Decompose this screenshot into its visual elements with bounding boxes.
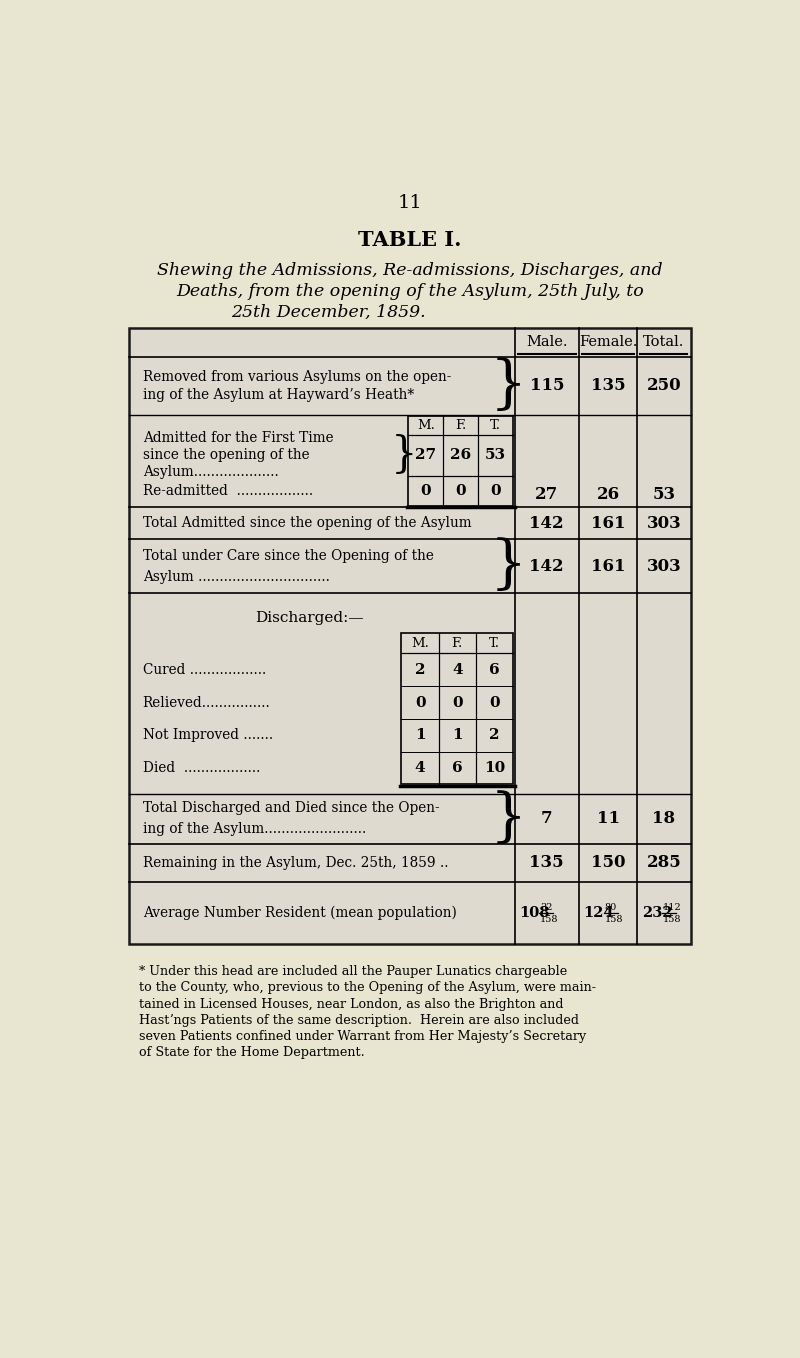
Text: Shewing the Admissions, Re-admissions, Discharges, and: Shewing the Admissions, Re-admissions, D… <box>157 262 663 280</box>
Text: Total under Care since the Opening of the: Total under Care since the Opening of th… <box>142 549 434 562</box>
Text: 1: 1 <box>414 728 426 743</box>
Text: 11: 11 <box>597 811 619 827</box>
Text: 0: 0 <box>421 483 431 498</box>
Bar <box>409 417 513 505</box>
Text: 2: 2 <box>490 728 500 743</box>
Text: T.: T. <box>489 637 500 650</box>
Text: T.: T. <box>490 420 501 432</box>
Text: F.: F. <box>452 637 463 650</box>
Text: 158: 158 <box>662 914 681 923</box>
Text: Discharged:—: Discharged:— <box>255 611 363 625</box>
Text: 53: 53 <box>485 448 506 462</box>
Text: 4: 4 <box>452 663 462 676</box>
Text: 142: 142 <box>530 515 564 532</box>
Text: 158: 158 <box>605 914 623 923</box>
Text: 115: 115 <box>530 378 564 394</box>
Text: Total.: Total. <box>643 335 685 349</box>
Text: 135: 135 <box>530 854 564 872</box>
Text: 18: 18 <box>652 811 675 827</box>
Text: 285: 285 <box>646 854 681 872</box>
Text: 135: 135 <box>590 378 626 394</box>
Text: 158: 158 <box>540 914 558 923</box>
Text: 6: 6 <box>452 760 462 775</box>
Text: 4: 4 <box>414 760 426 775</box>
Text: Total Discharged and Died since the Open-: Total Discharged and Died since the Open… <box>142 801 439 815</box>
Text: 27: 27 <box>415 448 437 462</box>
Text: 142: 142 <box>530 558 564 574</box>
Text: Hastʼngs Patients of the same description.  Herein are also included: Hastʼngs Patients of the same descriptio… <box>138 1014 578 1027</box>
Text: Died  ..................: Died .................. <box>142 760 260 775</box>
Text: Female.: Female. <box>579 335 638 349</box>
Text: * Under this head are included all the Pauper Lunatics chargeable: * Under this head are included all the P… <box>138 966 567 978</box>
Text: }: } <box>490 538 527 595</box>
Text: Not Improved .......: Not Improved ....... <box>142 728 273 743</box>
Text: 303: 303 <box>646 558 681 574</box>
Text: Re-admitted  ..................: Re-admitted .................. <box>142 483 313 498</box>
Text: M.: M. <box>411 637 429 650</box>
Text: TABLE I.: TABLE I. <box>358 230 462 250</box>
Text: 0: 0 <box>490 483 501 498</box>
Text: 26: 26 <box>597 486 619 504</box>
Text: 112: 112 <box>662 903 682 913</box>
Text: F.: F. <box>455 420 466 432</box>
Text: 250: 250 <box>646 378 681 394</box>
Text: 0: 0 <box>452 695 462 709</box>
Text: 108: 108 <box>519 906 550 919</box>
Text: }: } <box>390 435 417 477</box>
Text: 27: 27 <box>535 486 558 504</box>
Text: 0: 0 <box>455 483 466 498</box>
Text: 150: 150 <box>590 854 626 872</box>
Text: Total Admitted since the opening of the Asylum: Total Admitted since the opening of the … <box>142 516 471 531</box>
Text: 1: 1 <box>452 728 462 743</box>
Text: 10: 10 <box>484 760 505 775</box>
Text: 26: 26 <box>450 448 471 462</box>
Text: ing of the Asylum at Hayward’s Heath*: ing of the Asylum at Hayward’s Heath* <box>142 388 414 402</box>
Bar <box>130 327 690 944</box>
Text: Asylum ...............................: Asylum ............................... <box>142 570 330 584</box>
Text: ing of the Asylum........................: ing of the Asylum.......................… <box>142 823 366 837</box>
Text: seven Patients confined under Warrant from Her Majesty’s Secretary: seven Patients confined under Warrant fr… <box>138 1029 586 1043</box>
Text: Average Number Resident (mean population): Average Number Resident (mean population… <box>142 906 457 921</box>
Text: }: } <box>490 359 527 414</box>
Text: 6: 6 <box>489 663 500 676</box>
Text: Asylum....................: Asylum.................... <box>142 466 278 479</box>
Text: since the opening of the: since the opening of the <box>142 448 310 462</box>
Text: 161: 161 <box>590 558 626 574</box>
Text: M.: M. <box>417 420 435 432</box>
Text: 161: 161 <box>590 515 626 532</box>
Text: Deaths, from the opening of the Asylum, 25th July, to: Deaths, from the opening of the Asylum, … <box>176 282 644 300</box>
Text: to the County, who, previous to the Opening of the Asylum, were main-: to the County, who, previous to the Open… <box>138 982 596 994</box>
Text: Relieved................: Relieved................ <box>142 695 270 709</box>
Text: of State for the Home Department.: of State for the Home Department. <box>138 1046 365 1059</box>
Text: 2: 2 <box>415 663 426 676</box>
Text: Cured ..................: Cured .................. <box>142 663 266 676</box>
Text: }: } <box>490 790 527 846</box>
Text: Admitted for the First Time: Admitted for the First Time <box>142 432 334 445</box>
Text: 124: 124 <box>584 906 614 919</box>
Text: tained in Licensed Houses, near London, as also the Brighton and: tained in Licensed Houses, near London, … <box>138 998 563 1010</box>
Text: 25th December, 1859.: 25th December, 1859. <box>231 304 426 320</box>
Text: 0: 0 <box>414 695 426 709</box>
Text: 7: 7 <box>541 811 553 827</box>
Text: 11: 11 <box>398 194 422 212</box>
Text: 53: 53 <box>652 486 675 504</box>
Text: 32: 32 <box>540 903 553 913</box>
Text: Remaining in the Asylum, Dec. 25th, 1859 ..: Remaining in the Asylum, Dec. 25th, 1859… <box>142 856 448 870</box>
Text: Removed from various Asylums on the open-: Removed from various Asylums on the open… <box>142 369 451 383</box>
Text: 303: 303 <box>646 515 681 532</box>
Text: Male.: Male. <box>526 335 567 349</box>
Text: 232: 232 <box>642 906 672 919</box>
Text: 0: 0 <box>489 695 500 709</box>
Bar <box>402 633 513 785</box>
Text: 80: 80 <box>605 903 617 913</box>
